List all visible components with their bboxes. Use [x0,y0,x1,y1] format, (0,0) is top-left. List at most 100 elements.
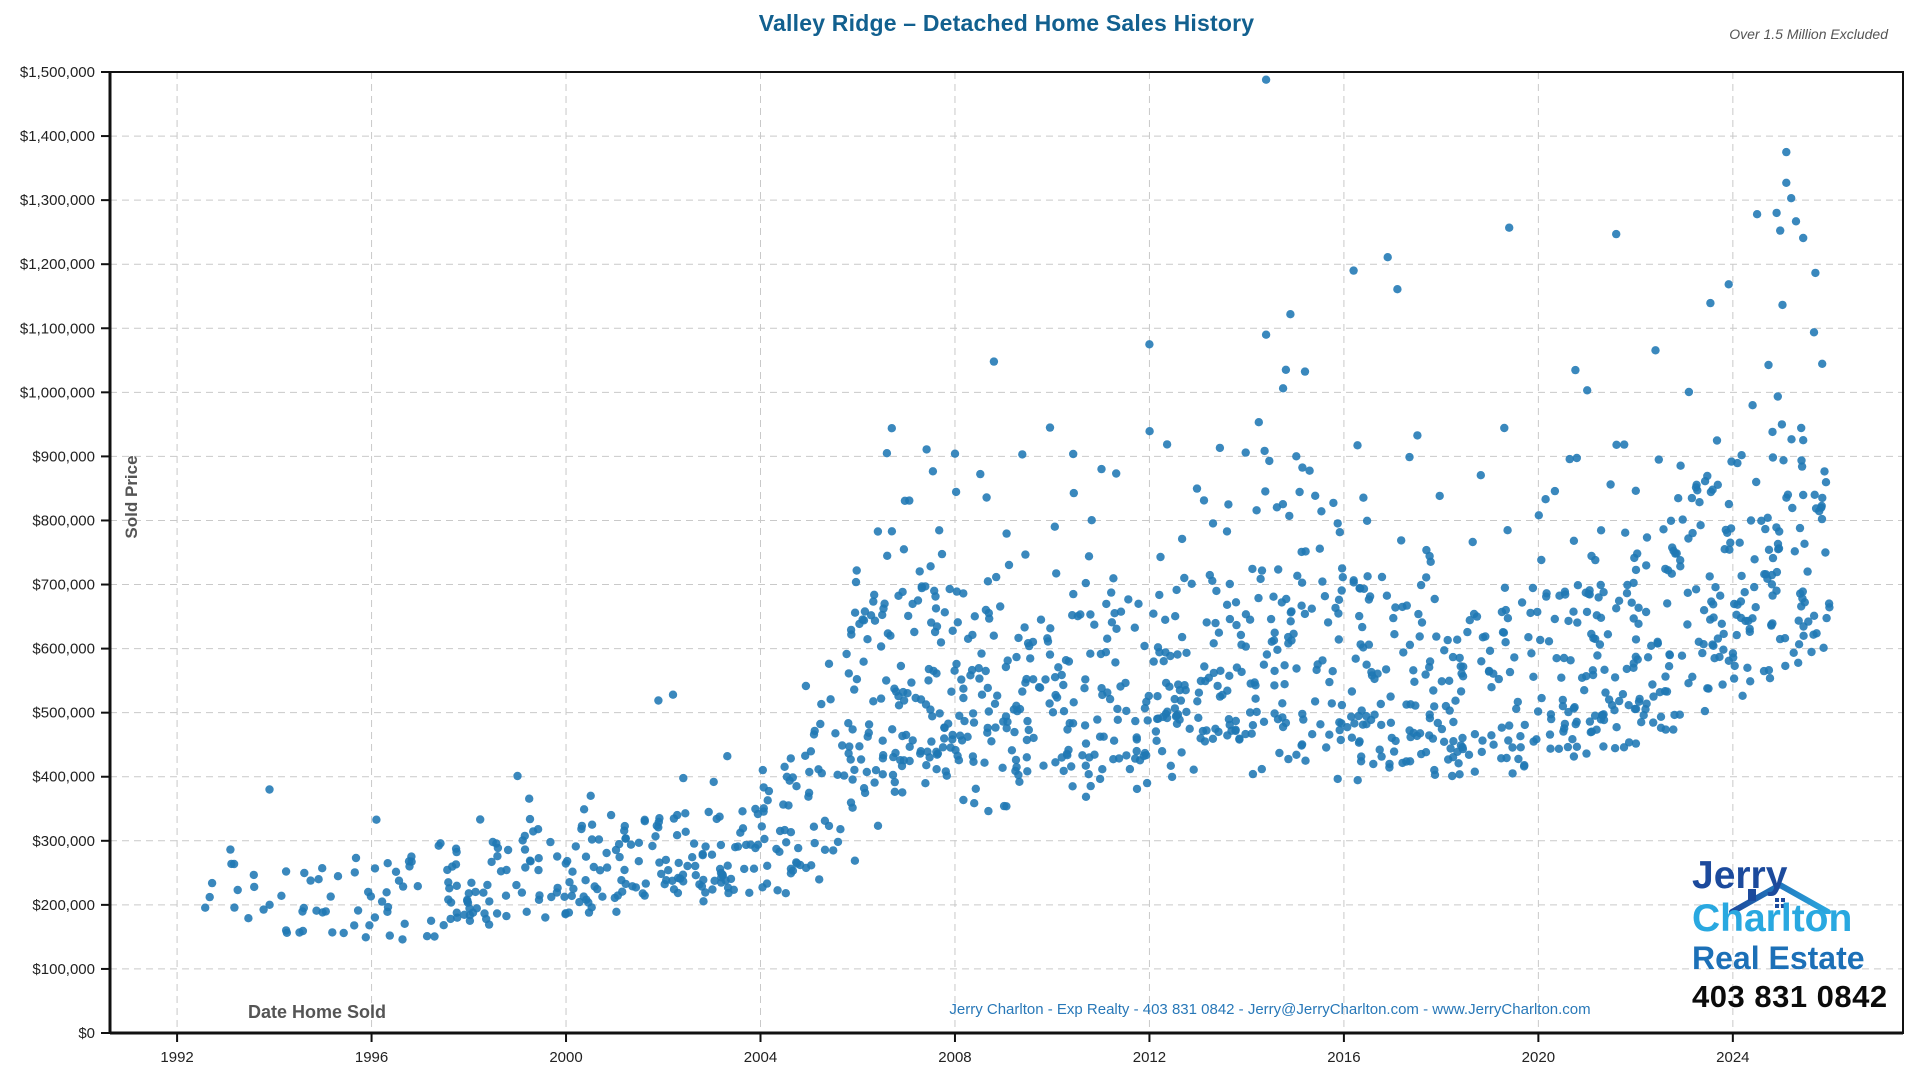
data-point [1335,725,1344,735]
data-point [1316,720,1325,729]
y-tick-label: $800,000 [32,512,95,529]
data-point [674,858,683,868]
data-point [1280,661,1289,670]
data-point [321,907,330,916]
data-point [492,909,502,918]
data-point [1532,735,1541,744]
data-point [931,592,940,601]
data-point [1772,567,1782,577]
data-point [969,718,979,727]
data-point [678,870,688,879]
data-point [846,755,855,764]
data-point [1470,767,1480,776]
data-point [860,607,870,616]
data-point [1261,487,1270,496]
data-point [1153,692,1162,701]
data-point [1022,674,1031,684]
data-point [1735,538,1744,547]
data-point [915,567,924,576]
data-point [1642,699,1651,708]
data-point [833,770,842,779]
data-point [968,709,978,718]
data-point [954,756,964,765]
data-point [870,616,880,625]
data-point [782,772,792,781]
x-tick-label: 2008 [938,1049,971,1066]
data-point [265,785,274,794]
data-point [1039,761,1048,770]
data-point [989,357,999,366]
data-point [1728,649,1738,658]
data-point [1364,640,1374,649]
data-point [1200,662,1209,671]
data-point [1295,487,1304,497]
data-point [1166,651,1175,661]
data-point [1582,749,1591,758]
data-point [899,545,909,554]
data-point [1245,708,1255,717]
data-point [476,815,485,824]
data-point [488,837,497,847]
data-point [1676,562,1685,571]
data-point [888,725,897,734]
data-point [845,742,854,751]
data-point [1405,452,1414,462]
data-point [1428,734,1438,743]
data-point [1624,738,1634,747]
data-point [1298,463,1307,472]
data-point [1552,654,1561,663]
data-point [850,765,859,775]
data-point [1084,770,1093,779]
data-point [726,874,736,884]
data-point [1132,735,1142,744]
data-point [493,852,502,861]
data-point [1745,627,1755,636]
data-point [1597,710,1607,720]
data-point [244,914,253,923]
data-point [1569,607,1578,616]
data-point [1799,490,1808,500]
data-point [1167,772,1177,782]
data-point [1641,607,1651,617]
data-point [1666,516,1676,525]
data-point [1818,493,1827,503]
data-point [553,883,562,893]
data-point [1349,266,1358,275]
data-point [1297,578,1307,587]
data-point [826,695,835,704]
data-point [1676,556,1685,565]
data-point [657,869,666,879]
data-point [1587,727,1597,736]
data-point [679,773,688,783]
data-point [581,852,591,861]
data-point [1596,580,1605,590]
data-point [1572,717,1581,726]
data-point [1054,663,1063,672]
data-point [1622,664,1632,674]
data-point [1620,440,1629,449]
data-point [1012,652,1021,662]
data-point [1746,677,1755,686]
data-point [963,634,973,643]
data-point [1580,686,1589,695]
data-point [1443,635,1452,645]
data-point [1113,704,1122,714]
data-point [773,886,782,895]
data-point [1112,469,1121,478]
data-point [1140,748,1150,758]
data-point [977,690,987,699]
data-point [1406,732,1415,742]
data-point [1674,494,1683,503]
data-point [365,921,374,930]
data-point [1286,310,1295,319]
data-point [1817,503,1826,512]
data-point [1259,717,1269,726]
data-point [1477,747,1487,757]
data-point [1610,673,1620,682]
x-axis-title: Date Home Sold [248,1002,386,1022]
data-point [1455,653,1464,663]
data-point [1566,656,1575,665]
data-point [1081,739,1091,748]
data-point [1035,683,1045,692]
data-point [724,888,733,898]
